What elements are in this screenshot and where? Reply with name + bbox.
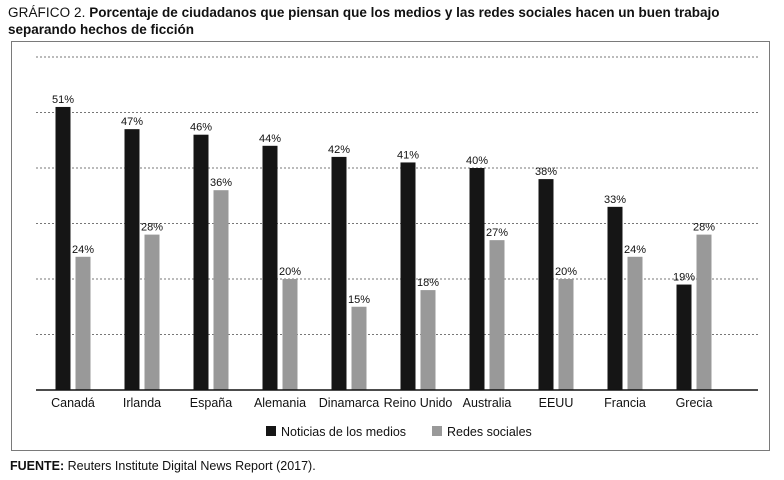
x-tick-label: Australia: [463, 396, 512, 410]
data-label: 20%: [279, 266, 301, 278]
data-label: 51%: [52, 94, 74, 106]
bar-social: [489, 240, 505, 390]
bar-social: [627, 256, 643, 390]
chart-frame: 51% 24% Canadá 47% 28% Irlanda 46% 36% España 44%…: [11, 41, 770, 451]
data-label: 44%: [259, 133, 281, 145]
bar-news: [400, 162, 416, 390]
source-label: FUENTE:: [10, 459, 65, 473]
x-tick-label: Dinamarca: [319, 396, 379, 410]
bar-social: [144, 234, 160, 390]
bar-news: [193, 134, 209, 390]
data-label: 42%: [328, 144, 350, 156]
data-label: 33%: [604, 194, 626, 206]
bar-social: [75, 256, 91, 390]
bar-social: [282, 279, 298, 390]
bar-news: [262, 145, 278, 390]
bar-news: [469, 168, 485, 390]
x-tick-label: Grecia: [676, 396, 713, 410]
x-tick-label: España: [190, 396, 232, 410]
source-text: Reuters Institute Digital News Report (2…: [67, 459, 316, 473]
data-label: 18%: [417, 277, 439, 289]
bar-news: [607, 206, 623, 390]
data-label: 40%: [466, 155, 488, 167]
data-label: 36%: [210, 177, 232, 189]
x-tick-label: Canadá: [51, 396, 95, 410]
x-tick-label: EEUU: [539, 396, 574, 410]
data-label: 15%: [348, 294, 370, 306]
legend-swatch-social: [432, 426, 442, 436]
bar-news: [538, 179, 554, 390]
bar-news: [55, 106, 71, 390]
data-label: 28%: [141, 222, 163, 234]
data-label: 20%: [555, 266, 577, 278]
x-tick-label: Irlanda: [123, 396, 161, 410]
bar-social: [558, 279, 574, 390]
legend-label-social: Redes sociales: [447, 425, 532, 439]
bar-social: [351, 306, 367, 390]
data-label: 38%: [535, 166, 557, 178]
data-label: 41%: [397, 149, 419, 161]
bar-social: [213, 190, 229, 390]
figure-label: GRÁFICO 2.: [8, 5, 86, 20]
bar-social: [696, 234, 712, 390]
x-tick-label: Alemania: [254, 396, 306, 410]
data-label: 24%: [72, 244, 94, 256]
bar-chart: 51% 24% Canadá 47% 28% Irlanda 46% 36% España 44%…: [36, 56, 758, 439]
legend-label-news: Noticias de los medios: [281, 425, 406, 439]
chart-title: GRÁFICO 2. Porcentaje de ciudadanos que …: [8, 4, 776, 38]
data-label: 46%: [190, 122, 212, 134]
data-label: 27%: [486, 227, 508, 239]
x-tick-label: Reino Unido: [384, 396, 453, 410]
data-label: 19%: [673, 272, 695, 284]
x-tick-label: Francia: [604, 396, 646, 410]
figure-title: Porcentaje de ciudadanos que piensan que…: [8, 5, 720, 37]
bar-news: [331, 156, 347, 390]
bar-news: [676, 284, 692, 390]
bar-social: [420, 290, 436, 390]
data-label: 24%: [624, 244, 646, 256]
data-label: 47%: [121, 116, 143, 128]
bar-news: [124, 129, 140, 390]
source-note: FUENTE: Reuters Institute Digital News R…: [10, 459, 316, 473]
legend-swatch-news: [266, 426, 276, 436]
data-label: 28%: [693, 222, 715, 234]
